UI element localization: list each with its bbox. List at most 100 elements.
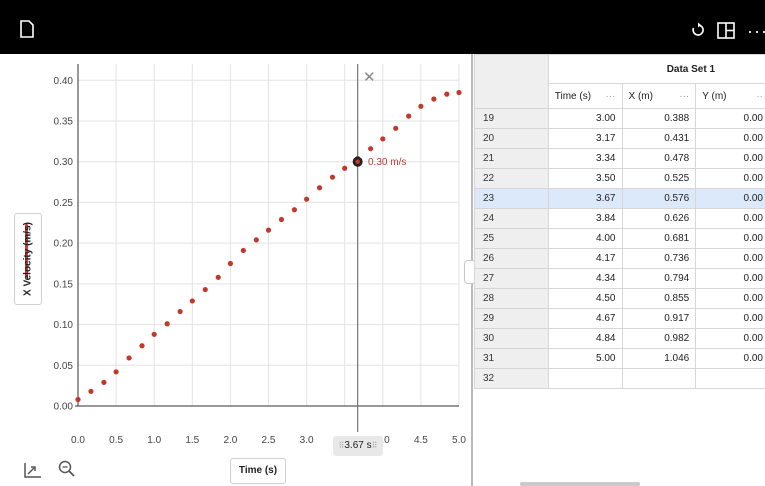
y-cell[interactable]: 0.00 bbox=[695, 288, 765, 309]
time-cell[interactable]: 3.50 bbox=[547, 168, 623, 189]
y-cell[interactable]: 0.00 bbox=[695, 348, 765, 369]
velocity-chart[interactable]: 0.00.51.01.52.02.53.03.54.04.55.00.000.0… bbox=[0, 54, 474, 486]
data-point[interactable] bbox=[215, 274, 221, 280]
more-icon[interactable]: ··· bbox=[747, 21, 765, 41]
horizontal-scrollbar[interactable] bbox=[520, 482, 640, 486]
document-icon[interactable] bbox=[20, 20, 34, 43]
autoscale-icon[interactable] bbox=[24, 462, 42, 483]
data-point[interactable] bbox=[101, 379, 107, 385]
table-row[interactable]: 24 3.84 0.626 0.00 bbox=[474, 208, 765, 229]
column-menu-icon[interactable]: ··· bbox=[679, 90, 690, 102]
cursor-time-handle[interactable]: ⠿3.67 s⠿ bbox=[333, 436, 383, 456]
data-point[interactable] bbox=[431, 96, 437, 102]
data-point[interactable] bbox=[177, 308, 183, 315]
data-point[interactable] bbox=[456, 89, 462, 96]
column-header[interactable]: X (m) ··· bbox=[621, 83, 697, 109]
data-point[interactable] bbox=[164, 321, 170, 327]
data-point[interactable] bbox=[393, 125, 399, 131]
data-point[interactable] bbox=[380, 136, 386, 142]
x-axis-label-box[interactable]: Time (s) bbox=[230, 458, 286, 484]
table-row[interactable]: 25 4.00 0.681 0.00 bbox=[474, 228, 765, 249]
table-row[interactable]: 26 4.17 0.736 0.00 bbox=[474, 248, 765, 269]
time-cell[interactable]: 3.00 bbox=[547, 108, 623, 129]
table-row[interactable]: 22 3.50 0.525 0.00 bbox=[474, 168, 765, 189]
data-point[interactable] bbox=[368, 146, 374, 152]
x-cell[interactable]: 0.794 bbox=[621, 268, 697, 289]
table-row[interactable]: 30 4.84 0.982 0.00 bbox=[474, 328, 765, 349]
table-row[interactable]: 20 3.17 0.431 0.00 bbox=[474, 128, 765, 149]
x-cell[interactable]: 0.626 bbox=[621, 208, 697, 229]
x-cell[interactable]: 0.576 bbox=[621, 188, 697, 209]
data-point[interactable] bbox=[265, 227, 272, 233]
table-row[interactable]: 32 bbox=[474, 368, 765, 389]
column-menu-icon[interactable]: ·· bbox=[756, 90, 763, 102]
x-cell[interactable]: 0.736 bbox=[621, 248, 697, 269]
x-cell[interactable]: 0.982 bbox=[621, 328, 697, 349]
table-row[interactable]: 21 3.34 0.478 0.00 bbox=[474, 148, 765, 169]
table-row[interactable]: 23 3.67 0.576 0.00 bbox=[474, 188, 765, 209]
data-point[interactable] bbox=[278, 216, 285, 223]
data-point[interactable] bbox=[291, 207, 298, 213]
y-cell[interactable]: 0.00 bbox=[695, 228, 765, 249]
data-point[interactable] bbox=[189, 298, 195, 304]
data-point[interactable] bbox=[75, 396, 81, 403]
zoom-icon[interactable] bbox=[58, 460, 76, 483]
y-cell[interactable]: 0.00 bbox=[695, 148, 765, 169]
y-cell[interactable]: 0.00 bbox=[695, 248, 765, 269]
table-row[interactable]: 28 4.50 0.855 0.00 bbox=[474, 288, 765, 309]
x-cell[interactable]: 1.046 bbox=[621, 348, 697, 369]
y-cell[interactable]: 0.00 bbox=[695, 108, 765, 129]
y-cell[interactable]: 0.00 bbox=[695, 128, 765, 149]
data-point[interactable] bbox=[418, 103, 424, 109]
data-point[interactable] bbox=[329, 174, 336, 180]
y-cell[interactable]: 0.00 bbox=[695, 168, 765, 189]
y-cell[interactable]: 0.00 bbox=[695, 268, 765, 289]
table-row[interactable]: 27 4.34 0.794 0.00 bbox=[474, 268, 765, 289]
y-cell[interactable]: 0.00 bbox=[695, 308, 765, 329]
reset-icon[interactable] bbox=[690, 22, 706, 43]
data-point[interactable] bbox=[202, 286, 208, 293]
table-row[interactable]: 19 3.00 0.388 0.00 bbox=[474, 108, 765, 129]
time-cell[interactable]: 4.67 bbox=[547, 308, 623, 329]
data-point[interactable] bbox=[113, 369, 119, 375]
data-point[interactable] bbox=[240, 247, 246, 254]
time-cell[interactable]: 5.00 bbox=[547, 348, 623, 369]
time-cell[interactable]: 4.17 bbox=[547, 248, 623, 269]
x-cell[interactable]: 0.681 bbox=[621, 228, 697, 249]
table-row[interactable]: 31 5.00 1.046 0.00 bbox=[474, 348, 765, 369]
x-cell[interactable]: 0.478 bbox=[621, 148, 697, 169]
x-cell[interactable]: 0.388 bbox=[621, 108, 697, 129]
y-cell[interactable]: 0.00 bbox=[695, 328, 765, 349]
x-cell[interactable]: 0.431 bbox=[621, 128, 697, 149]
x-cell[interactable]: 0.525 bbox=[621, 168, 697, 189]
time-cell[interactable]: 3.67 bbox=[547, 188, 623, 209]
data-point[interactable] bbox=[406, 113, 412, 119]
time-cell[interactable]: 3.34 bbox=[547, 148, 623, 169]
time-cell[interactable]: 3.17 bbox=[547, 128, 623, 149]
y-cell[interactable]: 0.00 bbox=[695, 188, 765, 209]
time-cell[interactable]: 4.34 bbox=[547, 268, 623, 289]
layout-icon[interactable] bbox=[717, 22, 735, 44]
data-point[interactable] bbox=[316, 185, 323, 191]
data-point[interactable] bbox=[88, 388, 94, 394]
y-axis-label-box[interactable]: X Velocity (m/s) bbox=[14, 213, 42, 305]
column-menu-icon[interactable]: ··· bbox=[605, 90, 616, 102]
time-cell[interactable]: 4.00 bbox=[547, 228, 623, 249]
time-cell[interactable] bbox=[547, 368, 623, 389]
data-point[interactable] bbox=[139, 343, 145, 349]
column-header[interactable]: Y (m) ·· bbox=[695, 83, 765, 109]
time-cell[interactable]: 3.84 bbox=[547, 208, 623, 229]
data-point[interactable] bbox=[253, 237, 259, 243]
dataset-title[interactable]: Data Set 1 bbox=[547, 54, 765, 84]
data-point[interactable] bbox=[342, 165, 348, 171]
time-cell[interactable]: 4.50 bbox=[547, 288, 623, 309]
x-cell[interactable] bbox=[621, 368, 697, 389]
table-row[interactable]: 29 4.67 0.917 0.00 bbox=[474, 308, 765, 329]
data-point[interactable] bbox=[126, 355, 132, 361]
x-cell[interactable]: 0.917 bbox=[621, 308, 697, 329]
y-cell[interactable]: 0.00 bbox=[695, 208, 765, 229]
y-cell[interactable] bbox=[695, 368, 765, 389]
column-header[interactable]: Time (s) ··· bbox=[547, 83, 623, 109]
time-cell[interactable]: 4.84 bbox=[547, 328, 623, 349]
close-icon[interactable]: ✕ bbox=[363, 69, 376, 86]
